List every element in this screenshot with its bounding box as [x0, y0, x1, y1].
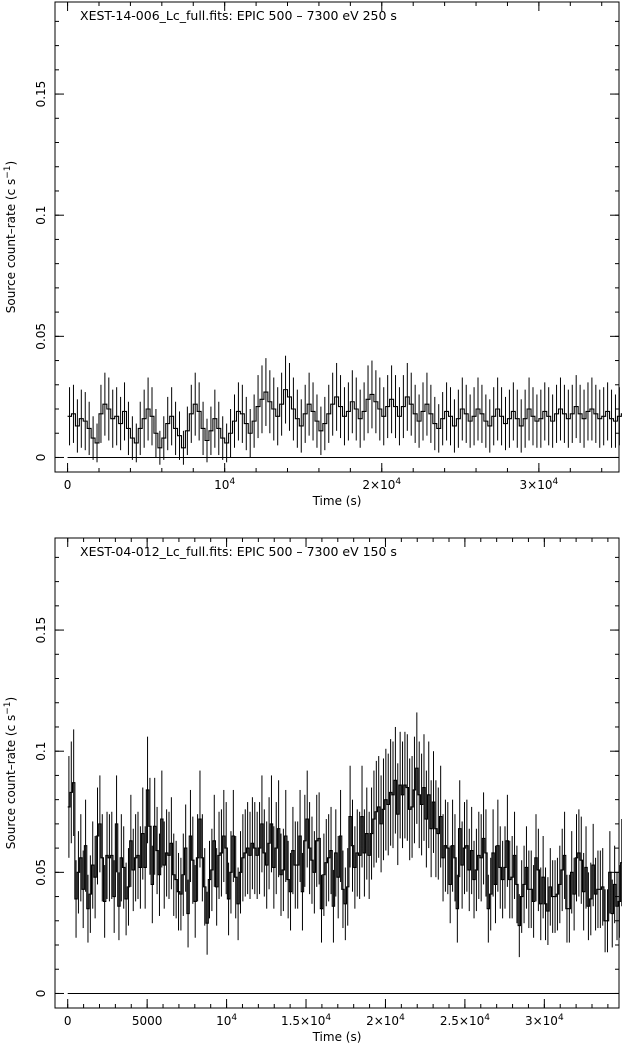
top-x-axis-label: Time (s) — [312, 494, 362, 508]
x-tick-label-base: 5000 — [132, 1014, 163, 1028]
bottom-x-tick-label: 104 — [216, 1013, 237, 1028]
top-count-rate-step-line — [67, 389, 622, 449]
x-tick-label-base: 0 — [64, 478, 72, 492]
bottom-y-tick-label: 0 — [34, 990, 48, 998]
top-lightcurve-data — [67, 355, 622, 465]
top-y-axis-label: Source count–rate (c s−1) — [3, 161, 18, 313]
top-y-tick-labels: 0 0.05 0.1 0.15 — [34, 81, 48, 462]
x-tick-label-exp: 4 — [325, 1013, 331, 1023]
bottom-count-rate-step-line — [67, 767, 622, 927]
top-x-tick-label: 2×104 — [362, 477, 401, 492]
top-y-tick-label: 0 — [34, 454, 48, 462]
bottom-x-tick-label: 5000 — [132, 1014, 163, 1028]
x-tick-label-exp: 4 — [484, 1013, 490, 1023]
bottom-x-tick-label: 3×104 — [525, 1013, 564, 1028]
x-tick-label-exp: 4 — [399, 1013, 405, 1023]
bottom-chart-title: XEST-04-012_Lc_full.fits: EPIC 500 – 730… — [80, 544, 397, 559]
top-y-axis-label-main: Source count–rate (c s — [4, 179, 18, 313]
top-plot-frame — [54, 1, 620, 473]
bottom-y-tick-label: 0.1 — [34, 742, 48, 761]
bottom-y-axis-label-exp: −1 — [3, 701, 13, 714]
x-tick-label-exp: 4 — [231, 1013, 237, 1023]
bottom-y-axis-label: Source count–rate (c s−1) — [3, 697, 18, 849]
top-chart-title: XEST-14-006_Lc_full.fits: EPIC 500 – 730… — [80, 8, 397, 23]
x-tick-label-exp: 4 — [229, 477, 235, 487]
x-tick-label-base: 2×10 — [366, 1014, 399, 1028]
top-x-tick-label: 0 — [64, 478, 72, 492]
top-y-tick-label: 0.05 — [34, 323, 48, 350]
x-tick-label-exp: 4 — [395, 477, 401, 487]
bottom-x-tick-label: 0 — [64, 1014, 72, 1028]
top-x-tick-label: 3×104 — [520, 477, 559, 492]
x-tick-label-base: 2.5×10 — [440, 1014, 484, 1028]
bottom-lightcurve-data — [67, 712, 622, 958]
x-tick-label-base: 0 — [64, 1014, 72, 1028]
bottom-x-tick-labels: 0 5000 104 1.5×104 2×104 2.5×104 3×104 — [64, 1013, 564, 1028]
bottom-x-tick-label: 2×104 — [366, 1013, 405, 1028]
bottom-lightcurve-panel: XEST-04-012_Lc_full.fits: EPIC 500 – 730… — [3, 537, 622, 1044]
bottom-y-axis-label-main: Source count–rate (c s — [4, 715, 18, 849]
x-tick-label-base: 10 — [214, 478, 229, 492]
x-tick-label-base: 2×10 — [362, 478, 395, 492]
top-y-tick-label: 0.1 — [34, 206, 48, 225]
x-tick-label-exp: 4 — [552, 477, 558, 487]
top-y-axis-label-exp: −1 — [3, 165, 13, 178]
x-tick-label-exp: 4 — [558, 1013, 564, 1023]
x-tick-label-base: 3×10 — [520, 478, 553, 492]
bottom-plot-frame — [54, 537, 620, 1009]
top-lightcurve-panel: XEST-14-006_Lc_full.fits: EPIC 500 – 730… — [3, 1, 622, 508]
x-tick-label-base: 3×10 — [525, 1014, 558, 1028]
x-tick-label-base: 10 — [216, 1014, 231, 1028]
top-x-tick-label: 104 — [214, 477, 235, 492]
top-axis-ticks — [55, 2, 619, 472]
bottom-x-axis-label: Time (s) — [312, 1030, 362, 1044]
bottom-y-tick-label: 0.15 — [34, 617, 48, 644]
bottom-axis-ticks — [55, 538, 619, 1008]
bottom-x-tick-label: 1.5×104 — [281, 1013, 331, 1028]
top-x-tick-labels: 0 104 2×104 3×104 — [64, 477, 559, 492]
bottom-y-tick-label: 0.05 — [34, 859, 48, 886]
x-tick-label-base: 1.5×10 — [281, 1014, 325, 1028]
bottom-y-tick-labels: 0 0.05 0.1 0.15 — [34, 617, 48, 998]
bottom-y-axis-label-close: ) — [4, 697, 18, 702]
bottom-x-tick-label: 2.5×104 — [440, 1013, 490, 1028]
top-y-tick-label: 0.15 — [34, 81, 48, 108]
top-y-axis-label-close: ) — [4, 161, 18, 166]
